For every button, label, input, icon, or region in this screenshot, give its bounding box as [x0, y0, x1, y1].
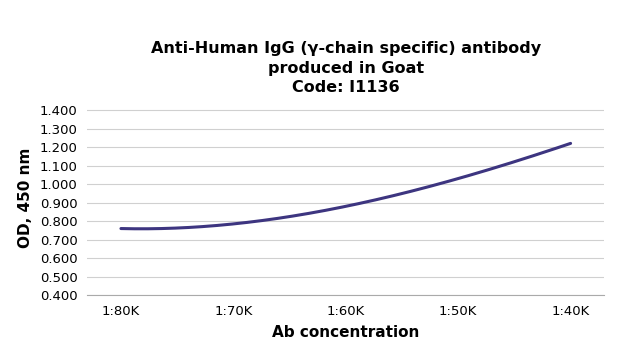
Title: Anti-Human IgG (γ-chain specific) antibody
produced in Goat
Code: I1136: Anti-Human IgG (γ-chain specific) antibo… [151, 41, 541, 95]
X-axis label: Ab concentration: Ab concentration [272, 325, 419, 340]
Y-axis label: OD, 450 nm: OD, 450 nm [17, 148, 32, 248]
